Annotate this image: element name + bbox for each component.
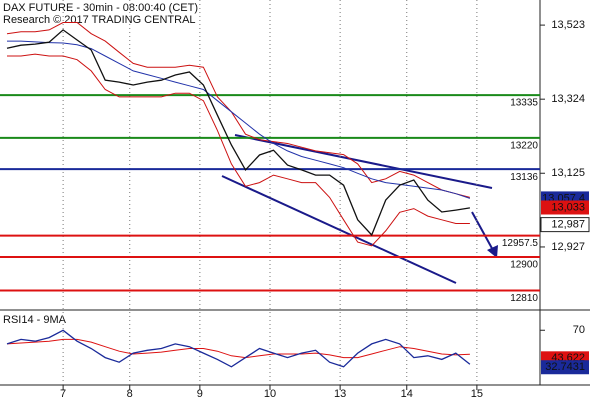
trend-line [234, 134, 493, 189]
x-tick-label: 9 [197, 388, 203, 400]
x-tick-label: 13 [334, 388, 346, 400]
y-tick-label: 13,523 [551, 19, 585, 31]
x-tick-label: 8 [127, 388, 133, 400]
value-box-label: 32.7431 [545, 361, 585, 373]
value-box [541, 360, 589, 375]
series-line [6, 329, 471, 368]
y-tick-label: 13,125 [551, 167, 585, 179]
level-label-bg [504, 292, 539, 305]
series-line [6, 22, 471, 198]
level-label: 12810 [510, 293, 538, 304]
price-box-label: 13,033 [551, 201, 585, 213]
series-line [6, 29, 471, 237]
x-tick-label: 15 [471, 388, 483, 400]
level-label: 12957.5 [502, 238, 539, 249]
level-label: 13220 [510, 141, 538, 152]
price-box [541, 200, 589, 215]
chart-subtitle: Research © 2017 TRADING CENTRAL [3, 14, 196, 26]
level-label-bg [504, 237, 539, 250]
arrow [471, 211, 495, 253]
price-box [540, 217, 590, 233]
y-tick-label: 12,927 [551, 241, 585, 253]
chart-title: DAX FUTURE - 30min - 08:00:40 (CET) [3, 2, 198, 14]
y-tick-label: 70 [573, 324, 585, 336]
trend-line [221, 175, 457, 284]
series-line [7, 53, 470, 247]
series-line [7, 40, 471, 199]
arrow-head [487, 245, 498, 258]
trend-lines [221, 134, 498, 284]
x-tick-label: 14 [401, 388, 413, 400]
level-label: 12900 [510, 260, 538, 271]
level-label: 13136 [510, 172, 538, 183]
level-label-bg [504, 171, 539, 184]
series-line [6, 338, 470, 359]
x-tick-label: 7 [60, 388, 66, 400]
y-tick-label: 13,324 [551, 93, 585, 105]
rsi-title: RSI14 - 9MA [3, 314, 67, 326]
level-label-bg [504, 97, 539, 110]
level-label-bg [504, 259, 539, 272]
x-tick-label: 10 [264, 388, 276, 400]
level-label-bg [504, 139, 539, 152]
price-box-label: 12,987 [551, 219, 585, 231]
level-label: 13335 [510, 98, 538, 109]
